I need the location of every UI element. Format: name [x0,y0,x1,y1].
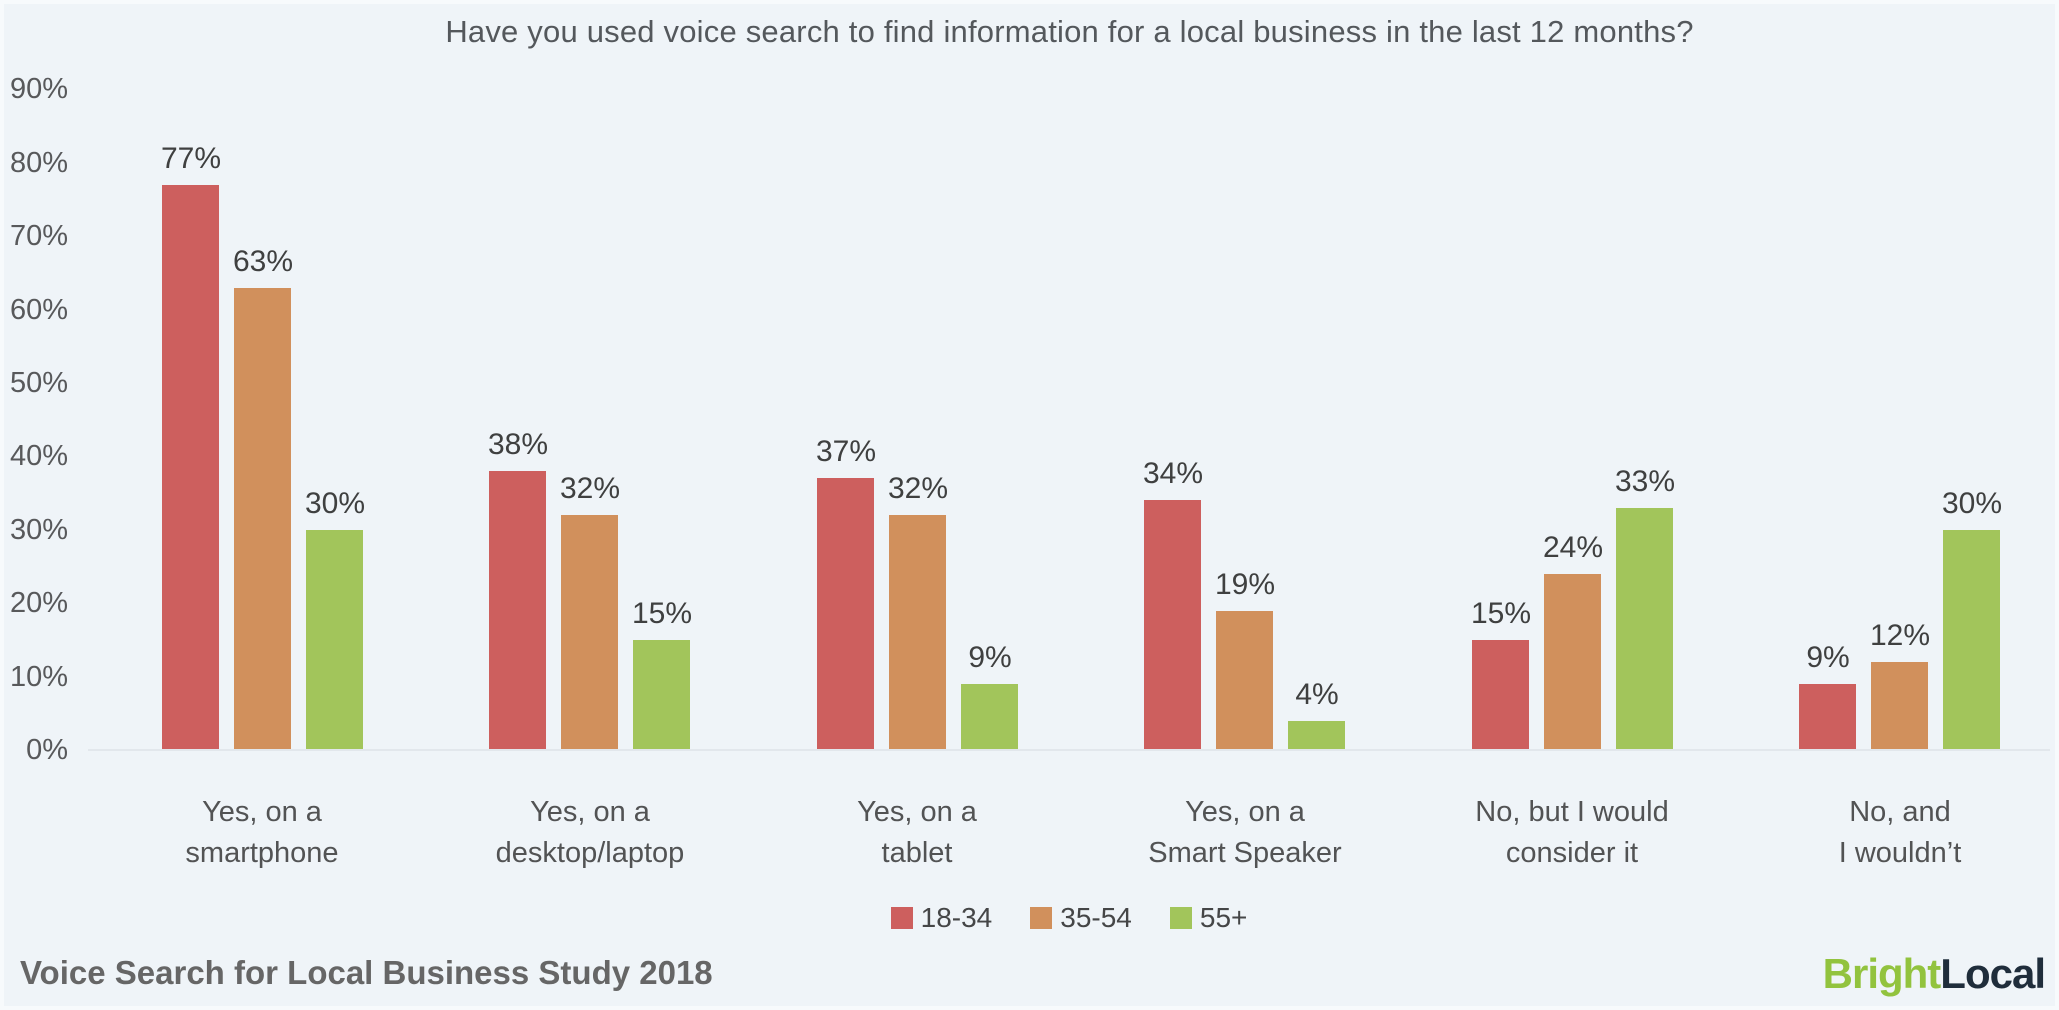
category-label: Yes, on a tablet [767,792,1067,874]
legend-label: 35-54 [1060,902,1132,933]
bar-35-54-0 [234,288,291,750]
category-label: Yes, on a smartphone [112,792,412,874]
bar-55+-3 [1288,721,1345,750]
bar-35-54-4 [1544,574,1601,750]
bar-value-label: 12% [1869,619,1931,652]
category-label-line: Yes, on a [202,796,322,828]
y-tick-label: 50% [9,367,68,399]
bar-value-label: 4% [1295,678,1339,711]
bar-18-34-4 [1472,640,1529,750]
bar-35-54-2 [889,515,946,750]
bar-value-label: 32% [559,472,621,505]
bar-55+-4 [1616,508,1673,750]
bar-value-label: 37% [815,435,877,468]
category-label: Yes, on a desktop/laptop [440,792,740,874]
category-label-line: smartphone [185,837,339,869]
chart-title: Have you used voice search to find infor… [445,14,1694,49]
bar-35-54-1 [561,515,618,750]
category-label-line: Yes, on a [857,796,977,828]
x-axis-line [88,749,2050,751]
bar-55+-2 [961,684,1018,750]
y-tick-label: 10% [9,661,68,693]
bar-value-label: 77% [160,142,222,175]
category-label-line: tablet [881,837,953,869]
y-tick-label: 70% [9,220,68,252]
category-label: No, but I would consider it [1422,792,1722,874]
bar-18-34-3 [1144,500,1201,750]
y-tick-label: 30% [9,514,68,546]
y-tick-label: 20% [9,587,68,619]
legend-label: 18-34 [920,902,993,933]
bar-value-label: 15% [631,597,693,630]
logo-bright-text: Bright [1822,950,1942,997]
bar-18-34-5 [1799,684,1856,750]
bar-55+-0 [306,530,363,750]
bar-18-34-1 [489,471,546,750]
bar-value-label: 30% [304,487,366,520]
bar-55+-5 [1943,530,2000,750]
bar-value-label: 32% [887,472,949,505]
legend-label: 55+ [1199,902,1248,933]
y-tick-label: 40% [9,440,68,472]
category-label-line: consider it [1505,837,1639,869]
legend-item-35-54: 35-54 [1030,902,1132,934]
legend-item-18-34: 18-34 [890,902,993,934]
legend-item-55+: 55+ [1169,902,1248,934]
bar-55+-1 [633,640,690,750]
category-label-line: Smart Speaker [1148,837,1342,869]
category-label-line: Yes, on a [530,796,650,828]
logo-local-text: Local [1940,950,2046,997]
bar-value-label: 38% [487,428,549,461]
legend-swatch [890,907,913,929]
category-label-line: I wouldn’t [1838,837,1962,869]
bar-value-label: 19% [1214,568,1276,601]
bar-35-54-3 [1216,611,1273,750]
category-label: Yes, on a Smart Speaker [1095,792,1395,874]
category-label-line: No, but I would [1475,796,1669,828]
bar-value-label: 63% [232,245,294,278]
bar-value-label: 24% [1542,531,1604,564]
category-label-line: Yes, on a [1185,796,1305,828]
bar-value-label: 33% [1614,465,1676,498]
bar-value-label: 15% [1470,597,1532,630]
legend-swatch [1030,907,1053,929]
legend-swatch [1169,907,1192,929]
y-tick-label: 90% [9,73,68,105]
category-label-line: No, and [1849,796,1951,828]
bar-value-label: 9% [1806,641,1850,674]
bar-18-34-2 [817,478,874,750]
brightlocal-logo: BrightLocal [1822,950,2046,998]
bar-35-54-5 [1871,662,1928,750]
category-label-line: desktop/laptop [495,837,685,869]
source-label: Voice Search for Local Business Study 20… [20,954,713,991]
y-tick-label: 0% [26,734,68,766]
bar-18-34-0 [162,185,219,750]
legend: 18-34 35-54 55+ [90,902,2048,934]
bar-value-label: 34% [1142,457,1204,490]
y-tick-label: 60% [9,294,68,326]
bar-value-label: 9% [968,641,1012,674]
y-tick-label: 80% [9,147,68,179]
bar-value-label: 30% [1941,487,2003,520]
category-label: No, and I wouldn’t [1750,792,2050,874]
